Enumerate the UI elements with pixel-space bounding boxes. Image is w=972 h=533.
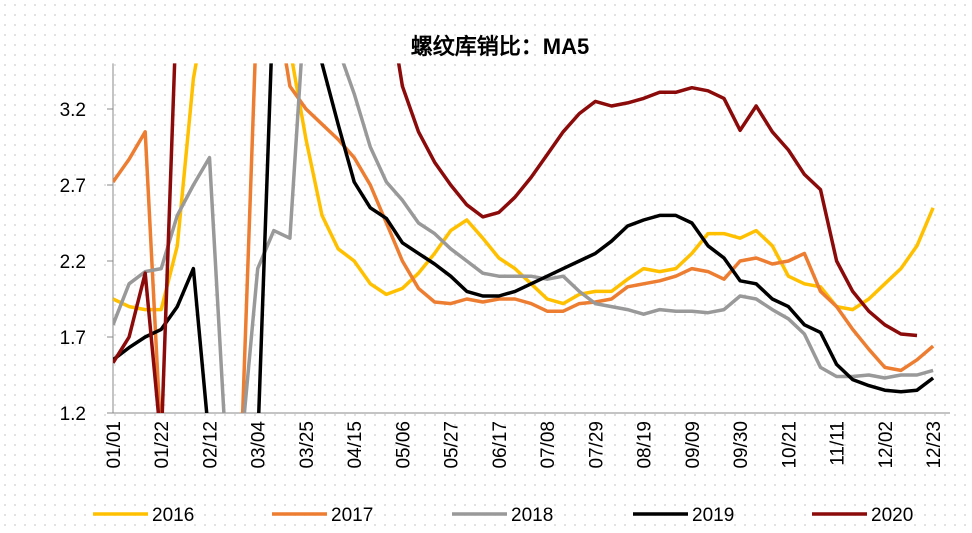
x-tick-label: 08/19: [635, 421, 656, 469]
legend-label: 2018: [511, 505, 553, 526]
series-line: [113, 63, 935, 414]
x-tick-label: 10/21: [779, 421, 800, 469]
x-tick-label: 03/25: [297, 421, 318, 469]
legend-label: 2020: [871, 505, 913, 526]
x-tick-label: 04/15: [345, 421, 366, 469]
x-tick-label: 07/08: [538, 421, 559, 469]
x-tick-label: 12/23: [924, 421, 945, 469]
x-tick-label: 11/11: [828, 421, 849, 466]
x-tick-label: 05/27: [442, 421, 463, 469]
x-tick-label: 03/04: [249, 421, 270, 469]
x-tick-label: 06/17: [490, 421, 511, 469]
x-tick-label: 05/06: [393, 421, 414, 469]
y-tick-label: 1.7: [60, 328, 86, 349]
y-tick-label: 2.2: [60, 252, 86, 273]
x-tick-label: 09/30: [731, 421, 752, 469]
legend-label: 2019: [692, 505, 734, 526]
x-tick-label: 09/09: [683, 421, 704, 469]
y-tick-label: 1.2: [60, 404, 86, 425]
chart-title: 螺纹库销比：MA5: [411, 34, 589, 59]
y-tick-label: 3.2: [60, 100, 86, 121]
x-tick-label: 01/22: [152, 421, 173, 469]
series-line: [113, 63, 918, 414]
series-line: [113, 63, 934, 414]
x-tick-label: 12/02: [876, 421, 897, 469]
x-tick-label: 01/01: [104, 421, 125, 469]
legend-label: 2016: [152, 505, 194, 526]
series-line: [113, 63, 935, 414]
x-tick-label: 07/29: [586, 421, 607, 469]
x-tick-label: 02/12: [200, 421, 221, 469]
legend-label: 2017: [331, 505, 373, 526]
y-tick-label: 2.7: [60, 176, 86, 197]
plot-area: [113, 63, 935, 414]
